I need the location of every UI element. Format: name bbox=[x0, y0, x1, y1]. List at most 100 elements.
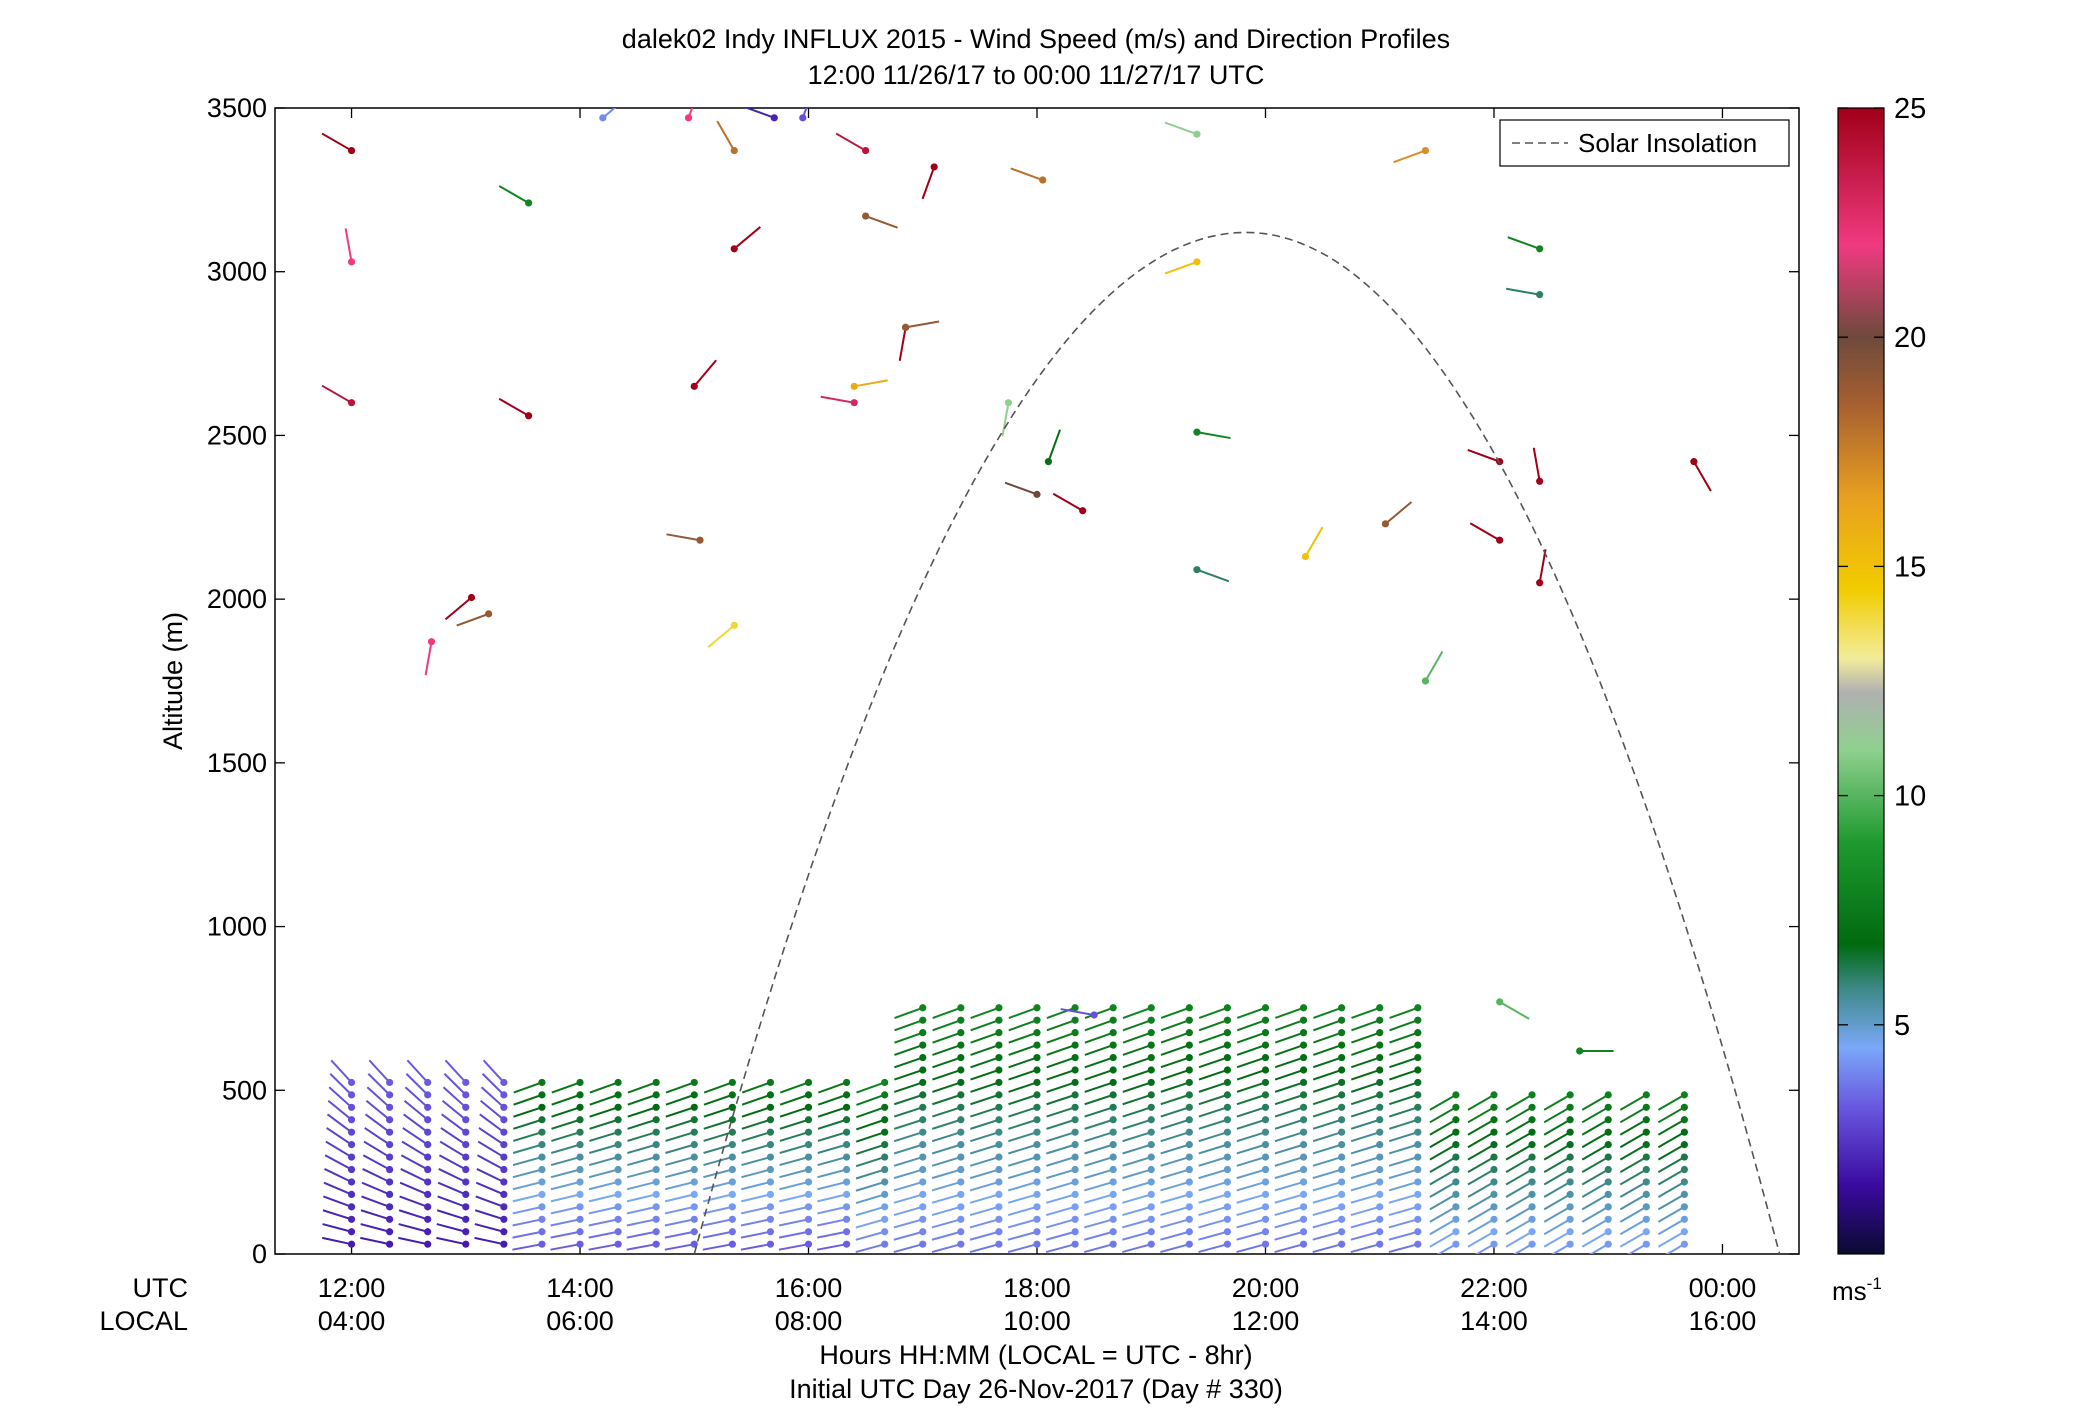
dense-barb-shaft bbox=[1312, 1156, 1342, 1167]
wind-barb-shaft bbox=[1499, 1001, 1530, 1020]
dense-barb-dot bbox=[804, 1128, 813, 1136]
dense-barb bbox=[1467, 1228, 1498, 1248]
dense-barb bbox=[1122, 1203, 1155, 1217]
dense-barb-shaft bbox=[1543, 1106, 1571, 1124]
dense-barb-dot bbox=[1376, 1066, 1384, 1074]
dense-barb-dot bbox=[614, 1078, 622, 1087]
dense-barb-dot bbox=[1338, 1091, 1346, 1099]
dense-barb bbox=[1084, 1078, 1117, 1093]
dense-barb-shaft bbox=[1389, 1044, 1419, 1056]
dense-barb-shaft bbox=[855, 1118, 885, 1131]
dense-barb-shaft bbox=[741, 1081, 771, 1094]
dense-barb-shaft bbox=[894, 1069, 924, 1081]
dense-barb-shaft bbox=[1657, 1218, 1685, 1236]
dense-barb-dot bbox=[500, 1203, 508, 1211]
dense-barb-shaft bbox=[741, 1118, 771, 1130]
dense-barb bbox=[1084, 1190, 1117, 1204]
dense-barb bbox=[931, 1103, 965, 1118]
dense-barb-shaft bbox=[512, 1156, 543, 1167]
dense-barb bbox=[1274, 1029, 1308, 1044]
dense-barb-dot bbox=[386, 1103, 394, 1111]
dense-barb bbox=[741, 1178, 775, 1191]
dense-barb-shaft bbox=[1429, 1094, 1457, 1111]
dense-barb bbox=[1388, 1103, 1422, 1118]
dense-barb bbox=[589, 1091, 622, 1106]
dense-barb-dot bbox=[957, 1004, 965, 1012]
dense-barb-shaft bbox=[856, 1106, 886, 1119]
dense-barb-dot bbox=[1680, 1091, 1688, 1099]
wind-barb-dot bbox=[850, 399, 858, 407]
dense-barb-shaft bbox=[326, 1113, 353, 1133]
dense-barb-dot bbox=[1566, 1215, 1574, 1223]
dense-barb-dot bbox=[1338, 1016, 1346, 1024]
dense-barb-shaft bbox=[1388, 1205, 1419, 1217]
dense-barb-dot bbox=[1261, 1178, 1270, 1186]
dense-barb bbox=[1046, 1128, 1079, 1143]
dense-barb-shaft bbox=[664, 1218, 695, 1227]
dense-barb-dot bbox=[1642, 1190, 1650, 1199]
dense-barb bbox=[1351, 1004, 1384, 1019]
dense-barb bbox=[1581, 1190, 1612, 1211]
dense-barb bbox=[1160, 1128, 1193, 1143]
y-tick-label: 2500 bbox=[207, 420, 267, 450]
dense-barb bbox=[1543, 1141, 1574, 1161]
wind-barb-dot bbox=[862, 146, 870, 155]
dense-barb-shaft bbox=[970, 1069, 1000, 1081]
dense-barb bbox=[588, 1215, 622, 1227]
dense-barb-shaft bbox=[1274, 1131, 1304, 1143]
dense-barb-shaft bbox=[1160, 1168, 1190, 1180]
dense-barb-shaft bbox=[1008, 1056, 1038, 1069]
dense-barb-dot bbox=[386, 1215, 394, 1223]
dense-barb-dot bbox=[424, 1128, 432, 1136]
dense-barb bbox=[1084, 1178, 1117, 1192]
dense-barb bbox=[893, 1215, 927, 1229]
dense-barb-shaft bbox=[1313, 1031, 1342, 1044]
dense-barb-shaft bbox=[551, 1131, 581, 1142]
dense-barb-shaft bbox=[1312, 1143, 1342, 1155]
dense-barb bbox=[1551, 1240, 1574, 1254]
y-axis-label: Altitude (m) bbox=[158, 612, 188, 750]
dense-barb-dot bbox=[804, 1165, 813, 1174]
dense-barb bbox=[400, 1154, 432, 1174]
dense-barb-dot bbox=[1338, 1178, 1346, 1186]
y-tick-label: 500 bbox=[222, 1075, 267, 1105]
dense-barb-dot bbox=[424, 1203, 432, 1211]
dense-barb bbox=[817, 1091, 851, 1106]
dense-barb-dot bbox=[652, 1128, 660, 1136]
dense-barb-dot bbox=[804, 1215, 813, 1223]
wind-barb bbox=[1496, 998, 1530, 1020]
dense-barb-shaft bbox=[1160, 1143, 1190, 1155]
dense-barb-shaft bbox=[1160, 1044, 1190, 1056]
dense-barb bbox=[322, 1209, 356, 1223]
dense-barb bbox=[1312, 1165, 1346, 1180]
dense-barb-shaft bbox=[1046, 1056, 1076, 1069]
wind-barb bbox=[666, 533, 704, 544]
dense-barb bbox=[1350, 1215, 1384, 1229]
dense-barb-dot bbox=[1414, 1116, 1422, 1124]
dense-barb bbox=[551, 1128, 584, 1142]
dense-barb-dot bbox=[728, 1178, 736, 1186]
dense-barb bbox=[1160, 1153, 1193, 1167]
dense-barb-dot bbox=[995, 1128, 1003, 1136]
dense-barb-dot bbox=[1338, 1141, 1346, 1149]
dense-barb-shaft bbox=[1274, 1181, 1304, 1192]
dense-barb-dot bbox=[919, 1016, 927, 1024]
dense-barb bbox=[1122, 1004, 1155, 1019]
wind-barb bbox=[344, 228, 356, 266]
dense-barb bbox=[626, 1228, 660, 1239]
dense-barb-shaft bbox=[1236, 1181, 1266, 1192]
dense-barb-dot bbox=[462, 1128, 470, 1136]
dense-barb-shaft bbox=[1312, 1081, 1342, 1093]
dense-barb bbox=[360, 1236, 394, 1248]
dense-barb-shaft bbox=[1046, 1106, 1076, 1118]
dense-barb bbox=[970, 1091, 1003, 1106]
dense-barb bbox=[1657, 1228, 1688, 1248]
wind-barb-shaft bbox=[1304, 526, 1324, 558]
dense-barb-shaft bbox=[1198, 1181, 1228, 1192]
dense-barb-shaft bbox=[1084, 1156, 1114, 1167]
x-tick-label-local: 06:00 bbox=[546, 1306, 614, 1336]
dense-barb-dot bbox=[1299, 1029, 1308, 1037]
wind-barb-dot bbox=[1536, 579, 1544, 587]
dense-barb-dot bbox=[1490, 1141, 1498, 1149]
dense-barb bbox=[1467, 1141, 1498, 1161]
